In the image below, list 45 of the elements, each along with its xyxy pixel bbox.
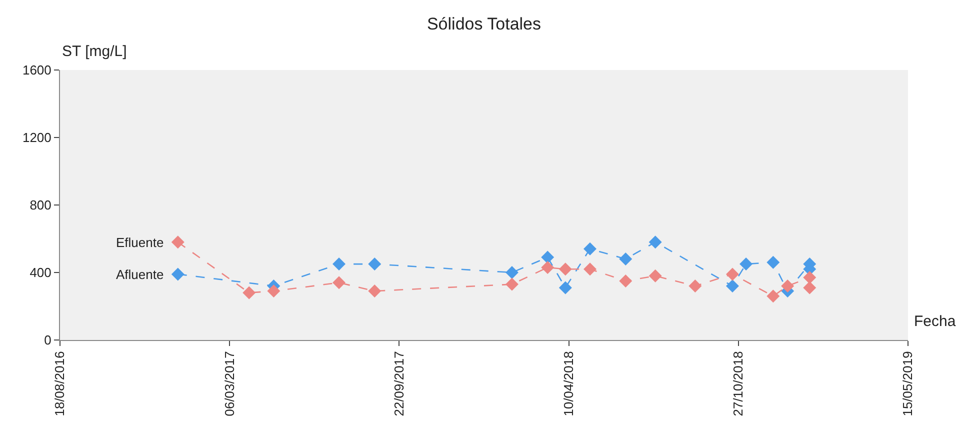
x-axis-title: Fecha xyxy=(914,313,956,330)
point xyxy=(766,256,780,269)
point xyxy=(332,258,346,271)
point xyxy=(541,250,554,264)
point xyxy=(584,242,596,256)
chart-title: Sólidos Totales xyxy=(426,14,542,34)
y-tick-label: 1200 xyxy=(22,130,52,146)
x-tick-label: 10/04/2018 xyxy=(561,351,576,416)
point xyxy=(803,271,816,284)
point xyxy=(803,281,816,294)
point xyxy=(726,268,739,281)
point xyxy=(726,280,739,292)
series-label: Efluente xyxy=(116,235,164,250)
y-axis-title: ST [mg/L] xyxy=(62,43,127,60)
point xyxy=(584,262,596,276)
point xyxy=(740,258,753,271)
point xyxy=(505,278,518,291)
point xyxy=(171,268,184,281)
point xyxy=(368,258,382,271)
y-tick-label: 800 xyxy=(30,198,52,213)
point xyxy=(619,274,632,288)
x-tick-label: 06/03/2017 xyxy=(222,351,237,416)
x-tick-label: 22/09/2017 xyxy=(391,351,406,416)
point xyxy=(558,281,572,294)
point xyxy=(505,266,518,279)
point xyxy=(267,284,280,298)
point xyxy=(619,252,632,266)
point xyxy=(648,269,662,282)
point xyxy=(648,236,662,249)
x-tick-label: 15/05/2019 xyxy=(900,351,916,416)
point xyxy=(171,236,184,249)
point xyxy=(332,276,346,290)
y-tick-label: 0 xyxy=(44,332,52,348)
point xyxy=(541,260,554,274)
point xyxy=(558,262,572,276)
point xyxy=(766,290,780,303)
point xyxy=(781,280,794,292)
point xyxy=(368,284,382,298)
y-tick-label: 1600 xyxy=(22,62,52,78)
series-label: Afluente xyxy=(116,267,164,282)
point xyxy=(688,280,702,292)
y-tick-label: 400 xyxy=(30,265,52,280)
x-tick-label: 27/10/2018 xyxy=(730,351,746,416)
point xyxy=(242,286,256,300)
x-tick-label: 18/08/2016 xyxy=(52,351,68,416)
